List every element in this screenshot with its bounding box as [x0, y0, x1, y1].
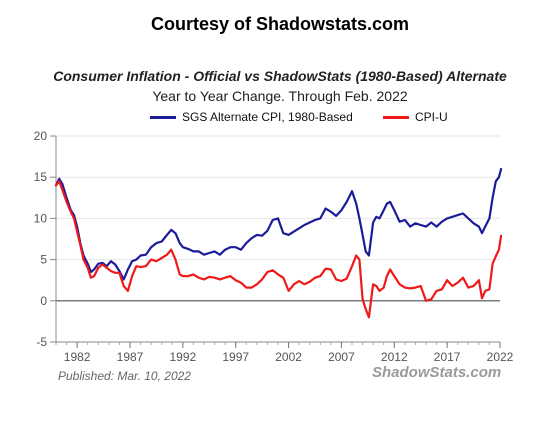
- x-tick-label: 2007: [328, 350, 355, 364]
- courtesy-heading: Courtesy of Shadowstats.com: [150, 14, 410, 34]
- published-date: Published: Mar. 10, 2022: [58, 369, 191, 383]
- series-line-sgs: [54, 167, 503, 281]
- x-tick-label: 1982: [64, 350, 91, 364]
- chart-title: Consumer Inflation - Official vs ShadowS…: [53, 68, 507, 84]
- series-line-cpiu: [54, 180, 503, 319]
- x-tick-label: 2002: [275, 350, 302, 364]
- legend-label-cpiu: CPI-U: [415, 110, 448, 124]
- shadowstats-watermark: ShadowStats.com: [372, 364, 502, 381]
- x-tick-label: 2012: [381, 350, 408, 364]
- x-tick-label: 2022: [487, 350, 514, 364]
- y-tick-label: 15: [34, 170, 48, 184]
- y-tick-label: -5: [36, 335, 47, 349]
- legend-label-sgs: SGS Alternate CPI, 1980-Based: [182, 110, 353, 124]
- legend-swatch-cpiu: [383, 115, 409, 119]
- y-tick-label: 20: [34, 129, 48, 143]
- y-tick-label: 10: [34, 211, 48, 225]
- y-tick-label: 5: [40, 253, 47, 267]
- x-tick-label: 1992: [170, 350, 197, 364]
- x-tick-label: 1997: [222, 350, 249, 364]
- legend-entry-cpiu: CPI-U: [383, 110, 448, 124]
- chart-subtitle: Year to Year Change. Through Feb. 2022: [152, 88, 408, 104]
- legend-swatch-sgs: [150, 115, 176, 119]
- legend-entry-sgs: SGS Alternate CPI, 1980-Based: [150, 110, 353, 124]
- x-tick-label: 2017: [434, 350, 461, 364]
- x-tick-label: 1987: [117, 350, 144, 364]
- y-tick-label: 0: [40, 294, 47, 308]
